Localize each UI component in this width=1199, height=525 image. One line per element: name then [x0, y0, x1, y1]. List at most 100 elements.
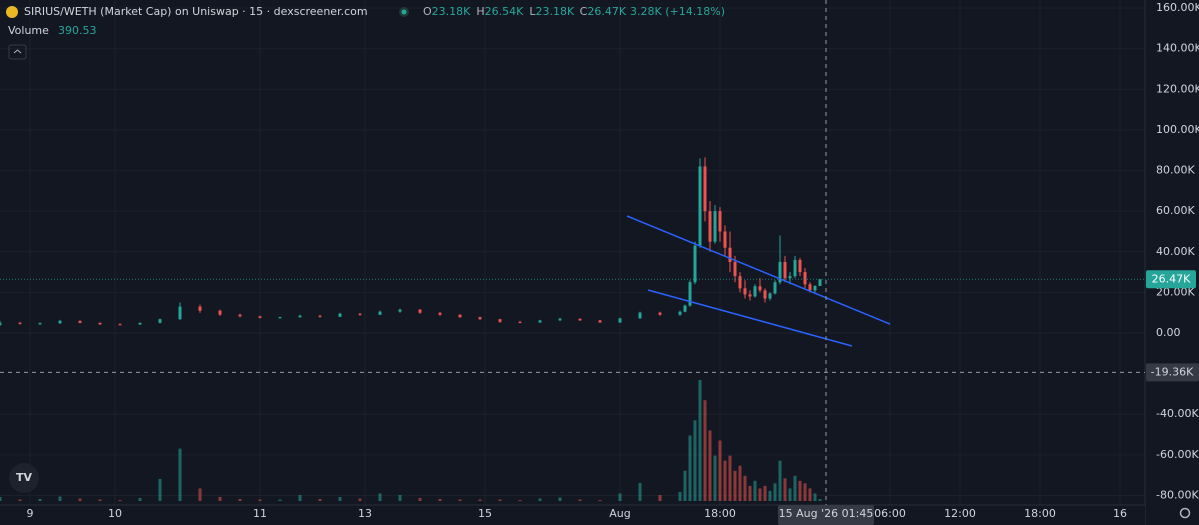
ohlc-key: H	[476, 5, 484, 18]
candle-body	[813, 285, 817, 291]
candle-body	[118, 324, 122, 326]
candle-body	[758, 286, 762, 291]
volume-bar	[438, 498, 442, 501]
y-tick-label: 140.00K	[1156, 42, 1199, 55]
volume-bar	[688, 435, 692, 501]
candle-body	[538, 320, 542, 323]
volume-pane	[0, 380, 822, 501]
candle-body	[693, 245, 697, 283]
volume-bar	[693, 420, 697, 501]
volume-bar	[788, 488, 792, 501]
volume-bar	[278, 499, 282, 501]
candle-body	[708, 211, 712, 242]
candle-body	[18, 322, 22, 324]
volume-bar	[478, 499, 482, 501]
volume-bar	[638, 482, 642, 501]
candle-body	[638, 312, 642, 319]
tv-logo[interactable]	[9, 463, 39, 493]
candle-body	[438, 312, 442, 315]
volume-bar	[418, 497, 422, 501]
volume-bar	[763, 485, 767, 501]
candle-body	[713, 211, 717, 242]
candle-body	[218, 310, 222, 315]
volume-bar	[518, 499, 522, 501]
ohlc: O23.18K H26.54K L23.18K C26.47K 3.28K (+14.1…	[423, 5, 725, 18]
candle-body	[478, 317, 482, 320]
candle-body	[788, 276, 792, 279]
volume-bar	[398, 494, 402, 501]
candle-body	[258, 316, 262, 318]
volume-bar	[783, 478, 787, 501]
ohlc-key: O	[423, 5, 432, 18]
crosshair-y-badge	[1146, 363, 1199, 382]
y-tick-label: -60.00K	[1156, 448, 1199, 461]
grid	[0, 0, 1145, 505]
volume-bar	[238, 498, 242, 501]
candle-body	[723, 231, 727, 248]
candle-body	[58, 320, 62, 324]
x-tick-label: 18:00	[1024, 507, 1056, 520]
y-tick-label: 160.00K	[1156, 1, 1199, 14]
candle-body	[778, 261, 782, 283]
collapse-button[interactable]	[8, 44, 27, 60]
candle-body	[618, 318, 622, 323]
x-tick-label: 15	[478, 507, 492, 520]
y-tick-label: 60.00K	[1156, 204, 1195, 217]
volume-bar	[158, 478, 162, 501]
y-tick-label: 80.00K	[1156, 164, 1195, 177]
candle-body	[78, 320, 82, 323]
y-tick-label: 100.00K	[1156, 123, 1199, 136]
candle-body	[318, 315, 322, 317]
settings-icon[interactable]	[1179, 507, 1191, 519]
candle-body	[728, 247, 732, 262]
volume-bar	[723, 460, 727, 501]
volume-bar	[718, 440, 722, 501]
symbol-title[interactable]: SIRIUS/WETH (Market Cap) on Uniswap · 15…	[24, 5, 368, 18]
candle-body	[818, 279, 822, 286]
volume-bar	[118, 499, 122, 501]
volume-bar	[78, 498, 82, 501]
collapse-icon	[13, 49, 22, 54]
candle-body	[498, 319, 502, 322]
volume-bar	[753, 480, 757, 501]
volume-bar	[458, 499, 462, 501]
last-price-badge	[1146, 270, 1196, 289]
x-tick-label: 10	[108, 507, 122, 520]
candle-body	[803, 272, 807, 285]
x-tick-label: 06:00	[874, 507, 906, 520]
candle-body	[558, 318, 562, 321]
volume-bar	[18, 499, 22, 501]
candle-body	[338, 313, 342, 317]
volume-bar	[778, 460, 782, 501]
volume-bar	[198, 488, 202, 501]
candle-body	[768, 293, 772, 299]
trend-line[interactable]	[626, 215, 891, 325]
volume-bar	[578, 499, 582, 501]
trend-line[interactable]	[647, 289, 853, 347]
volume-bar	[748, 485, 752, 501]
candle-body	[798, 259, 802, 273]
price-scale	[1145, 0, 1199, 525]
token-icon	[6, 6, 18, 18]
candle-body	[358, 313, 362, 315]
volume-bar	[178, 448, 182, 501]
y-tick-label: 0.00	[1156, 326, 1181, 339]
volume-bar	[733, 470, 737, 501]
candle-body	[718, 211, 722, 232]
candle-body	[278, 317, 282, 319]
volume-bar	[138, 497, 142, 501]
candle-body	[808, 284, 812, 291]
candle-body	[733, 261, 737, 277]
volume-bar	[813, 493, 817, 501]
candle-body	[158, 319, 162, 323]
volume-bar	[658, 494, 662, 501]
change: 3.28K (+14.18%)	[630, 5, 725, 18]
axes: 160.00K 140.00K 120.00K 100.00K 80.00K 60.00K…	[27, 1, 1199, 520]
volume-bar	[798, 480, 802, 501]
volume-bar	[773, 483, 777, 501]
candle-body	[688, 282, 692, 306]
candle-body	[238, 314, 242, 317]
